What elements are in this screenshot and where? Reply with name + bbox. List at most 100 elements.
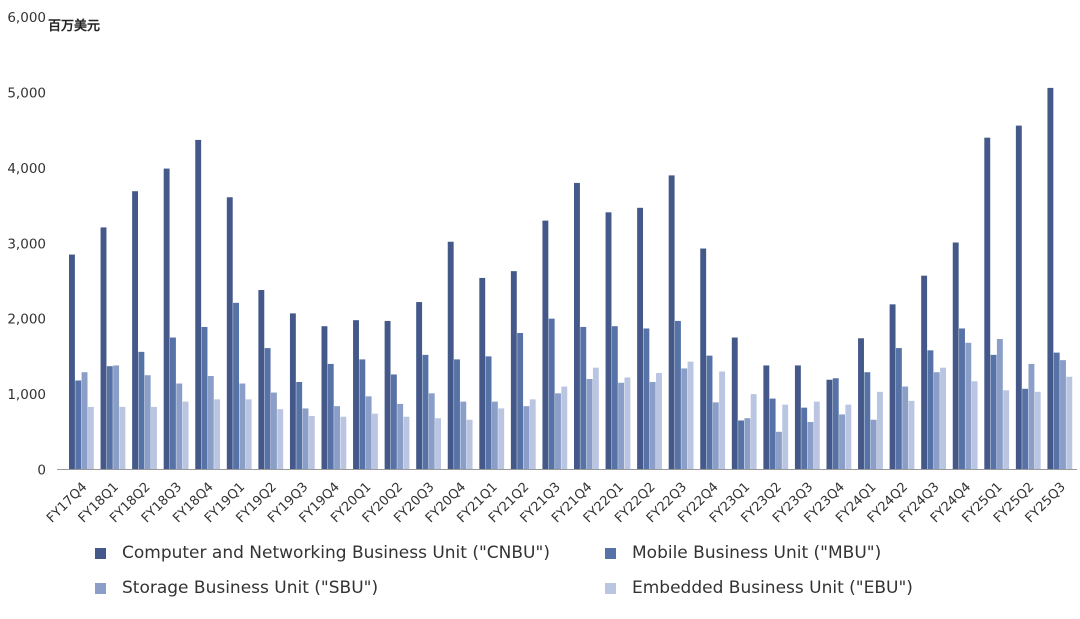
bar bbox=[359, 359, 366, 470]
bar bbox=[1066, 376, 1073, 470]
bar bbox=[1003, 390, 1010, 470]
legend: Computer and Networking Business Unit ("… bbox=[95, 543, 1055, 609]
bar bbox=[908, 400, 915, 470]
bar bbox=[270, 392, 277, 470]
bar bbox=[454, 359, 460, 470]
y-tick-label: 5,000 bbox=[7, 85, 46, 101]
y-tick-label: 4,000 bbox=[7, 161, 46, 177]
bar bbox=[207, 375, 214, 470]
bar bbox=[775, 431, 782, 470]
bar bbox=[397, 403, 404, 470]
bar bbox=[195, 139, 202, 470]
bar bbox=[637, 207, 644, 470]
bar bbox=[542, 220, 549, 470]
bar bbox=[744, 418, 751, 470]
bar bbox=[952, 242, 959, 470]
bar bbox=[226, 197, 233, 470]
bar bbox=[510, 271, 517, 470]
bar bbox=[479, 277, 486, 470]
bar bbox=[618, 382, 625, 470]
y-tick-label: 6,000 bbox=[7, 10, 46, 26]
bar bbox=[334, 406, 340, 470]
bar bbox=[144, 375, 151, 470]
bar bbox=[340, 416, 347, 470]
bar bbox=[933, 372, 940, 470]
bar bbox=[750, 394, 757, 470]
bar bbox=[201, 326, 208, 470]
bar bbox=[832, 378, 839, 470]
bar bbox=[289, 313, 296, 470]
bar bbox=[1022, 388, 1029, 470]
bar bbox=[151, 406, 157, 470]
bar bbox=[706, 355, 713, 470]
bar bbox=[214, 399, 221, 470]
bar bbox=[656, 372, 662, 470]
bar bbox=[813, 401, 820, 470]
bar bbox=[782, 404, 789, 470]
bar bbox=[390, 374, 397, 470]
y-tick-label: 0 bbox=[37, 463, 46, 479]
bar bbox=[712, 402, 719, 470]
bar bbox=[277, 409, 284, 470]
bar bbox=[176, 383, 183, 470]
bar bbox=[611, 326, 618, 470]
legend-label: Embedded Business Unit ("EBU") bbox=[632, 578, 913, 598]
y-tick-label: 3,000 bbox=[7, 236, 46, 252]
bar bbox=[466, 419, 473, 470]
bar bbox=[69, 254, 75, 470]
legend-swatch bbox=[95, 547, 106, 559]
bar bbox=[959, 328, 965, 470]
bar bbox=[353, 320, 359, 470]
bar bbox=[1053, 352, 1060, 470]
bar bbox=[668, 175, 675, 470]
legend-item: Mobile Business Unit ("MBU") bbox=[605, 543, 881, 563]
bar bbox=[687, 361, 694, 470]
bar bbox=[1028, 363, 1035, 470]
bar bbox=[523, 406, 530, 470]
bar bbox=[624, 377, 631, 470]
bar bbox=[580, 326, 587, 470]
bar bbox=[700, 248, 707, 470]
bar bbox=[239, 383, 246, 470]
bar bbox=[428, 393, 435, 470]
legend-swatch bbox=[605, 547, 616, 559]
bar bbox=[876, 391, 883, 470]
bar bbox=[119, 406, 126, 470]
bar bbox=[548, 318, 555, 470]
bar bbox=[517, 332, 524, 470]
bar bbox=[870, 419, 877, 470]
bar bbox=[416, 302, 423, 470]
bar bbox=[264, 348, 271, 470]
bar bbox=[327, 363, 334, 470]
legend-swatch bbox=[95, 582, 106, 594]
bar bbox=[321, 326, 328, 470]
bar bbox=[1034, 391, 1041, 470]
bar bbox=[763, 365, 770, 470]
bar bbox=[731, 337, 738, 470]
bar bbox=[1047, 87, 1054, 470]
bar bbox=[302, 408, 309, 470]
bar bbox=[990, 354, 997, 470]
bar bbox=[586, 379, 593, 470]
bar bbox=[826, 379, 833, 470]
bar bbox=[106, 366, 113, 470]
y-unit-label: 百万美元 bbox=[48, 18, 100, 34]
bar bbox=[485, 356, 492, 470]
bar bbox=[674, 320, 681, 470]
bar bbox=[769, 398, 776, 470]
bar bbox=[643, 328, 650, 470]
legend-item: Computer and Networking Business Unit ("… bbox=[95, 543, 550, 563]
bar bbox=[308, 415, 315, 470]
bar bbox=[555, 393, 561, 470]
bar bbox=[132, 191, 139, 470]
bar bbox=[169, 337, 176, 470]
bar bbox=[561, 386, 568, 470]
bar bbox=[365, 396, 372, 470]
legend-label: Storage Business Unit ("SBU") bbox=[122, 578, 379, 598]
bar bbox=[435, 418, 441, 470]
bar bbox=[858, 338, 864, 470]
bar bbox=[807, 421, 814, 470]
bar bbox=[245, 399, 252, 470]
